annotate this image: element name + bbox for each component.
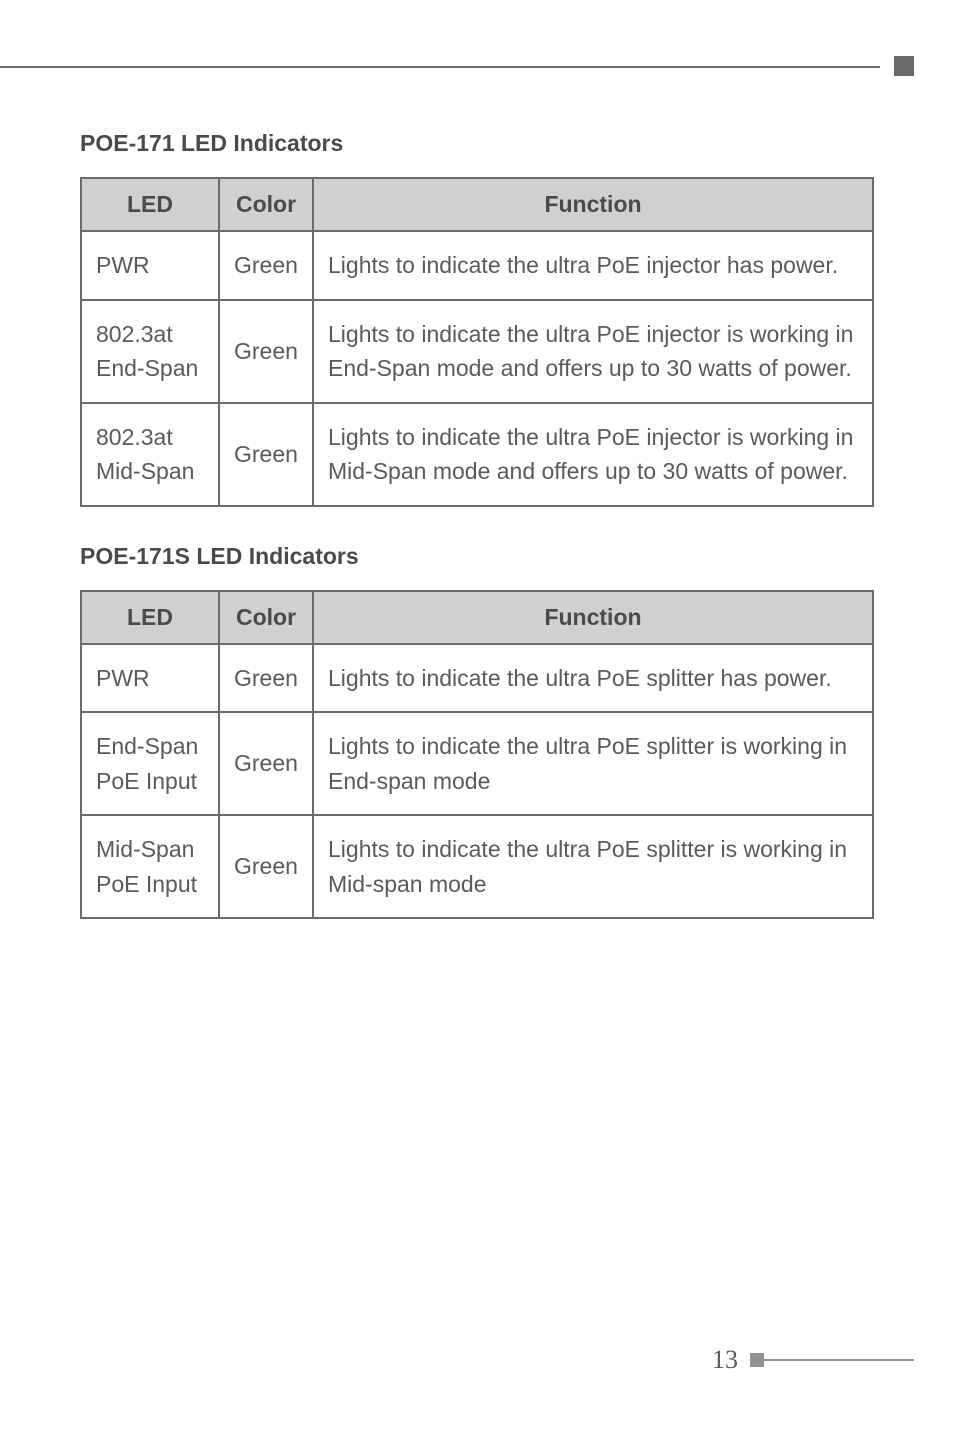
page-content: POE-171 LED Indicators LED Color Functio… (80, 130, 874, 955)
th-led: LED (81, 591, 219, 644)
cell-function: Lights to indicate the ultra PoE splitte… (313, 815, 873, 918)
table-row: End-Span PoE Input Green Lights to indic… (81, 712, 873, 815)
th-color: Color (219, 178, 313, 231)
table-row: PWR Green Lights to indicate the ultra P… (81, 231, 873, 300)
cell-color: Green (219, 300, 313, 403)
th-color: Color (219, 591, 313, 644)
th-function: Function (313, 591, 873, 644)
table-header-row: LED Color Function (81, 178, 873, 231)
table-row: Mid-Span PoE Input Green Lights to indic… (81, 815, 873, 918)
cell-led: 802.3at End-Span (81, 300, 219, 403)
cell-led: End-Span PoE Input (81, 712, 219, 815)
th-function: Function (313, 178, 873, 231)
cell-led: 802.3at Mid-Span (81, 403, 219, 506)
section-heading-2: POE-171S LED Indicators (80, 543, 874, 570)
table-row: PWR Green Lights to indicate the ultra P… (81, 644, 873, 713)
table-row: 802.3at End-Span Green Lights to indicat… (81, 300, 873, 403)
cell-color: Green (219, 231, 313, 300)
cell-color: Green (219, 815, 313, 918)
cell-led: PWR (81, 231, 219, 300)
cell-function: Lights to indicate the ultra PoE injecto… (313, 403, 873, 506)
page-number: 13 (712, 1345, 738, 1375)
cell-function: Lights to indicate the ultra PoE splitte… (313, 712, 873, 815)
cell-function: Lights to indicate the ultra PoE injecto… (313, 300, 873, 403)
cell-function: Lights to indicate the ultra PoE injecto… (313, 231, 873, 300)
cell-color: Green (219, 403, 313, 506)
th-led: LED (81, 178, 219, 231)
page-top-rule (0, 66, 880, 68)
cell-color: Green (219, 644, 313, 713)
cell-function: Lights to indicate the ultra PoE splitte… (313, 644, 873, 713)
page-footer: 13 (712, 1345, 914, 1375)
table-header-row: LED Color Function (81, 591, 873, 644)
cell-led: PWR (81, 644, 219, 713)
cell-led: Mid-Span PoE Input (81, 815, 219, 918)
led-table-2: LED Color Function PWR Green Lights to i… (80, 590, 874, 920)
footer-rule (764, 1359, 914, 1361)
section-heading-1: POE-171 LED Indicators (80, 130, 874, 157)
led-table-1: LED Color Function PWR Green Lights to i… (80, 177, 874, 507)
page-corner-marker (894, 56, 914, 76)
table-row: 802.3at Mid-Span Green Lights to indicat… (81, 403, 873, 506)
cell-color: Green (219, 712, 313, 815)
footer-square-icon (750, 1353, 764, 1367)
